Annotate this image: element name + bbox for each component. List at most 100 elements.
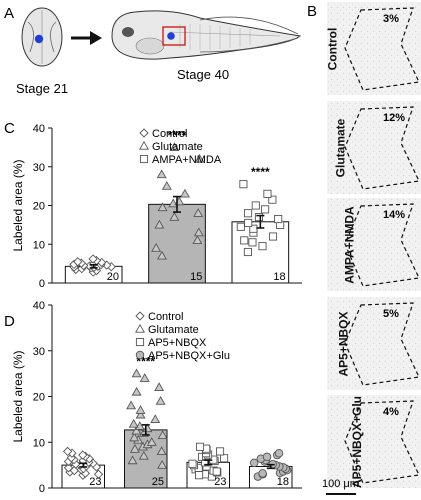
data-point	[258, 242, 267, 251]
data-point	[212, 467, 221, 476]
legend-marker	[139, 128, 149, 138]
data-point	[193, 227, 204, 237]
data-point	[161, 181, 172, 190]
data-point	[195, 471, 204, 480]
data-point	[128, 418, 139, 428]
data-point	[194, 153, 205, 163]
data-point	[157, 430, 168, 440]
data-point	[220, 454, 229, 463]
data-point	[131, 368, 142, 378]
n-label: 18	[277, 476, 289, 488]
panel-letter-d: D	[4, 313, 15, 330]
region-outline	[344, 203, 420, 287]
percent-label: 12%	[383, 112, 405, 124]
percent-label: 3%	[383, 13, 399, 25]
embryo-dot-icon	[34, 34, 44, 44]
data-point	[126, 400, 137, 410]
y-tick-label: 30	[33, 162, 45, 174]
data-point	[251, 201, 260, 210]
data-point	[154, 219, 165, 229]
data-point	[236, 222, 245, 231]
y-tick-label: 30	[33, 346, 45, 358]
data-point	[195, 442, 205, 451]
data-point	[139, 373, 150, 382]
data-point	[156, 169, 167, 179]
row-label: Glutamate	[333, 118, 348, 177]
legend-label: Control	[152, 128, 187, 140]
data-point	[129, 432, 140, 442]
legend-label: Glutamate	[148, 324, 199, 336]
micrograph-tile	[327, 198, 421, 291]
legend-marker	[135, 337, 145, 347]
data-point	[268, 195, 277, 204]
micrograph-tile	[327, 101, 421, 194]
region-outline	[344, 106, 420, 190]
legend-label: AP5+NBQX	[148, 337, 207, 349]
legend-label: Glutamate	[152, 141, 203, 153]
data-point	[151, 243, 162, 252]
micrograph-tile	[327, 297, 421, 390]
data-point	[129, 444, 140, 453]
data-point	[274, 215, 283, 224]
data-point	[157, 202, 168, 212]
data-point	[215, 447, 225, 456]
data-point	[88, 254, 98, 264]
n-label: 23	[214, 476, 226, 488]
stage-21-label: Stage 21	[16, 81, 68, 96]
legend-marker	[135, 350, 145, 360]
panel-letter-c: C	[4, 120, 15, 137]
data-point	[262, 452, 272, 462]
percent-label: 4%	[383, 406, 399, 418]
row-label: AP5+NBQX	[336, 310, 351, 377]
data-point	[244, 209, 253, 218]
data-point	[263, 189, 272, 198]
data-point	[127, 455, 138, 465]
legend-label: AMPA+NMDA	[152, 154, 222, 166]
legend-label: Control	[148, 311, 183, 323]
percent-label: 14%	[383, 209, 405, 221]
data-point	[274, 448, 284, 458]
panel-b-images: 3% 12% 14% 5% 4% 100 μm	[322, 2, 421, 495]
data-point	[154, 382, 165, 391]
data-point	[248, 238, 257, 247]
legend-label: AP5+NBQX+Glu	[148, 350, 230, 362]
tadpole-dot-icon	[167, 32, 175, 40]
data-point	[180, 188, 190, 198]
region-outline	[344, 302, 420, 386]
data-point	[156, 446, 167, 456]
micrograph-tile	[327, 2, 421, 95]
region-box	[162, 26, 186, 46]
data-point	[192, 235, 203, 245]
y-tick-label: 0	[39, 278, 45, 290]
data-point	[188, 459, 197, 468]
percent-label: 5%	[383, 308, 399, 320]
y-tick-label: 10	[33, 239, 45, 251]
legend-marker	[139, 140, 149, 150]
data-point	[254, 213, 264, 222]
data-point	[73, 257, 83, 267]
region-outline	[344, 400, 420, 484]
significance-label: ****	[251, 165, 270, 179]
data-point	[244, 218, 253, 227]
data-point	[156, 250, 167, 260]
arrow-icon	[71, 31, 102, 45]
data-point	[155, 395, 166, 405]
data-point	[146, 437, 157, 446]
legend-marker	[135, 311, 145, 321]
data-point	[150, 414, 161, 424]
row-label: AMPA+NMDA	[342, 205, 357, 284]
micrograph-tile	[327, 395, 421, 488]
data-point	[131, 425, 142, 435]
y-tick-label: 10	[33, 437, 45, 449]
y-tick-label: 20	[33, 392, 45, 404]
y-axis-label: Labeled area (%)	[11, 350, 25, 442]
data-point	[249, 458, 259, 468]
data-point	[138, 450, 149, 460]
panel-letter-b: B	[307, 3, 317, 20]
stage-40-label: Stage 40	[177, 67, 229, 82]
y-tick-label: 20	[33, 201, 45, 213]
data-point	[239, 180, 248, 189]
